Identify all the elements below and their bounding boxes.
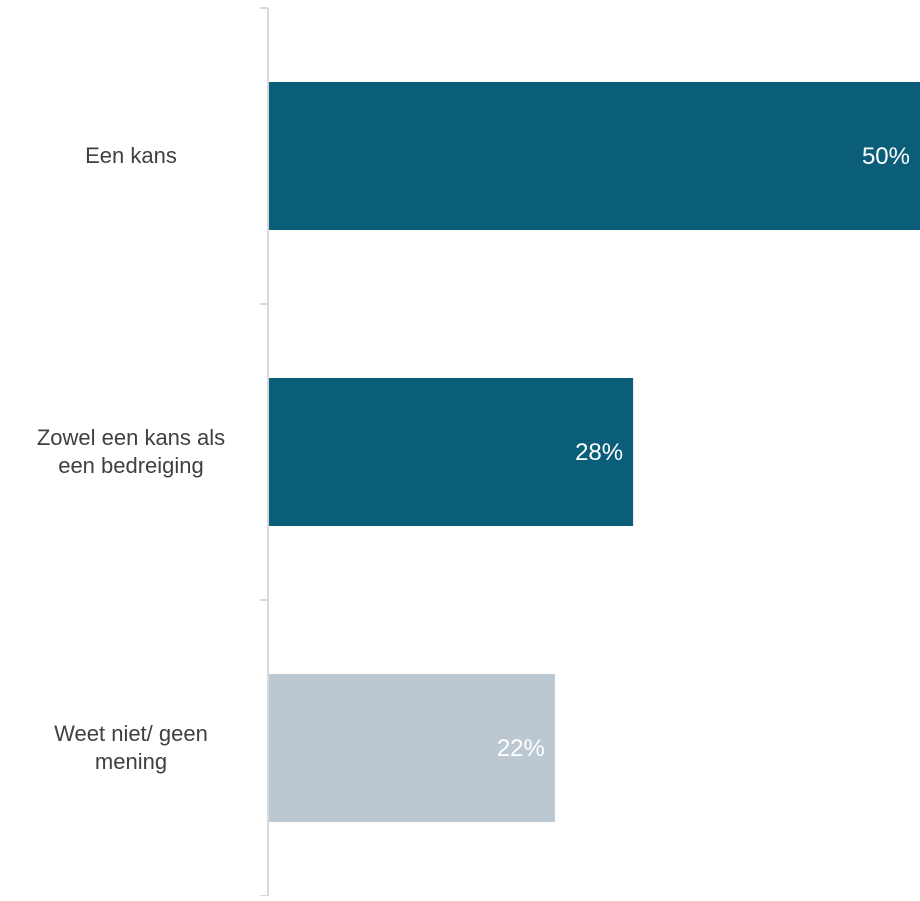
category-label: Zowel een kans als een bedreiging: [6, 424, 256, 480]
category-label-line: een bedreiging: [58, 453, 204, 478]
data-label: 22%: [497, 735, 545, 762]
category-label-line: mening: [94, 749, 168, 774]
bar: [269, 674, 555, 822]
category-label: Een kans: [6, 142, 256, 170]
data-label: 50%: [862, 143, 910, 170]
data-label: 28%: [575, 439, 623, 466]
category-label-line: Een kans: [85, 143, 177, 168]
category-label-line: Weet niet/ geen: [54, 721, 208, 746]
category-label: Weet niet/ geen mening: [6, 720, 256, 776]
bar: [269, 378, 634, 526]
bar: [269, 82, 920, 230]
category-label-line: Zowel een kans als: [36, 425, 226, 450]
